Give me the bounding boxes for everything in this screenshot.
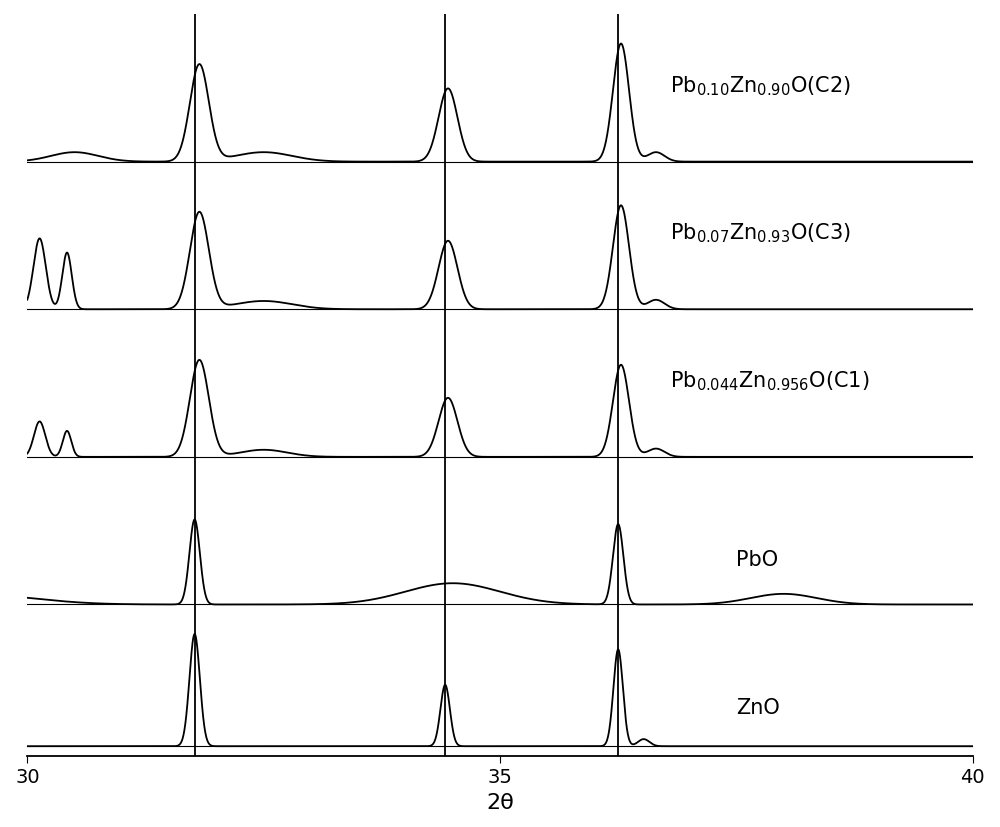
Text: Pb$_{0.044}$Zn$_{0.956}$O(C1): Pb$_{0.044}$Zn$_{0.956}$O(C1) [670,369,870,393]
X-axis label: 2θ: 2θ [486,792,514,812]
Text: ZnO: ZnO [736,697,780,717]
Text: PbO: PbO [736,549,778,569]
Text: Pb$_{0.10}$Zn$_{0.90}$O(C2): Pb$_{0.10}$Zn$_{0.90}$O(C2) [670,74,851,98]
Text: Pb$_{0.07}$Zn$_{0.93}$O(C3): Pb$_{0.07}$Zn$_{0.93}$O(C3) [670,222,851,245]
